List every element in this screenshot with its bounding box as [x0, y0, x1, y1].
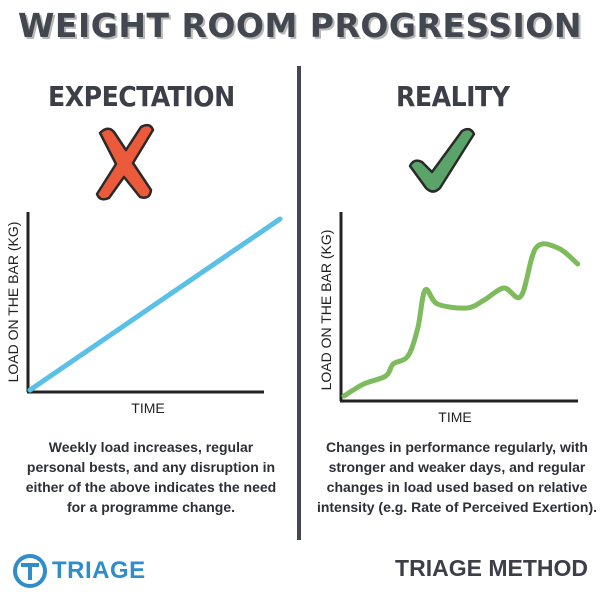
triage-logo-icon [13, 554, 47, 588]
cross-icon [95, 123, 155, 201]
brand-name: TRIAGE [52, 557, 146, 584]
expectation-caption: Weekly load increases, regular personal … [25, 439, 277, 515]
page-title: WEIGHT ROOM PROGRESSION [18, 6, 582, 45]
expectation-series-line [27, 216, 283, 393]
panel-divider [297, 66, 301, 540]
right-y-axis-label: LOAD ON THE BAR (KG) [318, 230, 334, 391]
reality-caption: Changes in performance regularly, with s… [316, 439, 598, 515]
reality-heading: REALITY [396, 80, 510, 113]
expectation-heading: EXPECTATION [48, 80, 235, 113]
right-x-axis-label: TIME [438, 409, 471, 425]
method-label: TRIAGE METHOD [395, 555, 588, 581]
check-icon [408, 127, 476, 193]
left-y-axis-label: LOAD ON THE BAR (KG) [5, 222, 21, 383]
brand-logo: TRIAGE [12, 553, 146, 589]
left-x-axis-label: TIME [131, 400, 164, 416]
reality-series-line [341, 241, 581, 399]
